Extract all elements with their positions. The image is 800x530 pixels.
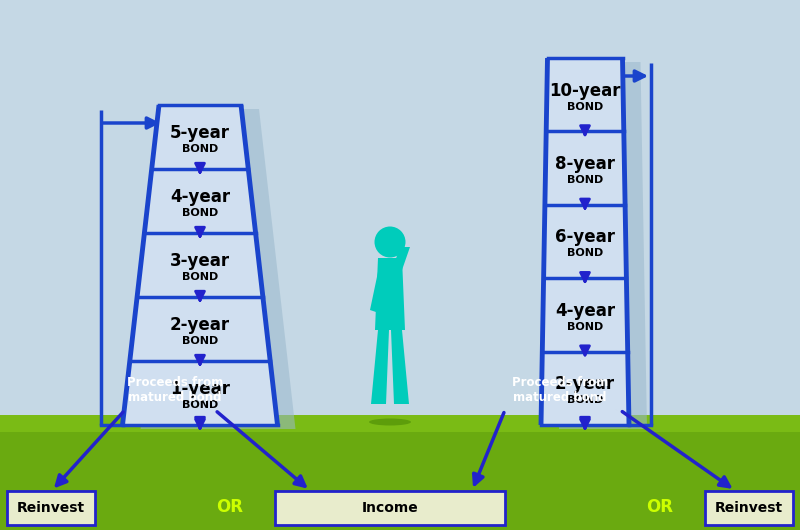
Text: 3-year: 3-year [170, 252, 230, 270]
Text: BOND: BOND [182, 272, 218, 282]
Text: Income: Income [362, 500, 418, 515]
Polygon shape [0, 415, 800, 432]
Text: BOND: BOND [567, 395, 603, 405]
Ellipse shape [369, 419, 411, 426]
Text: 5-year: 5-year [170, 124, 230, 142]
Text: Reinvest: Reinvest [17, 500, 85, 515]
Polygon shape [371, 330, 389, 404]
Text: BOND: BOND [182, 400, 218, 410]
Polygon shape [391, 330, 409, 404]
Text: BOND: BOND [567, 102, 603, 112]
Polygon shape [375, 258, 405, 330]
Text: BOND: BOND [567, 175, 603, 185]
Text: BOND: BOND [182, 208, 218, 218]
Text: OR: OR [217, 499, 243, 517]
FancyBboxPatch shape [705, 490, 793, 525]
Text: 4-year: 4-year [170, 188, 230, 206]
Polygon shape [122, 105, 278, 425]
Text: 4-year: 4-year [555, 302, 615, 320]
Polygon shape [0, 415, 800, 530]
Polygon shape [541, 58, 629, 425]
Text: 6-year: 6-year [555, 228, 615, 246]
Text: BOND: BOND [182, 144, 218, 154]
Text: BOND: BOND [567, 249, 603, 259]
Text: BOND: BOND [182, 336, 218, 346]
Polygon shape [370, 272, 388, 315]
Polygon shape [392, 247, 410, 270]
Text: BOND: BOND [567, 322, 603, 332]
Polygon shape [141, 109, 295, 429]
Text: Reinvest: Reinvest [715, 500, 783, 515]
Circle shape [374, 226, 406, 258]
Text: 1-year: 1-year [170, 380, 230, 398]
Text: OR: OR [646, 499, 674, 517]
FancyBboxPatch shape [7, 490, 95, 525]
Text: 2-year: 2-year [170, 316, 230, 334]
FancyBboxPatch shape [275, 490, 505, 525]
Text: 2-year: 2-year [555, 375, 615, 393]
Text: 10-year: 10-year [550, 82, 621, 100]
Text: Proceeds from
matured bond: Proceeds from matured bond [512, 376, 608, 404]
Text: Proceeds from
matured bond: Proceeds from matured bond [127, 376, 223, 404]
Polygon shape [559, 62, 647, 429]
Text: 8-year: 8-year [555, 155, 615, 173]
Polygon shape [0, 0, 800, 425]
